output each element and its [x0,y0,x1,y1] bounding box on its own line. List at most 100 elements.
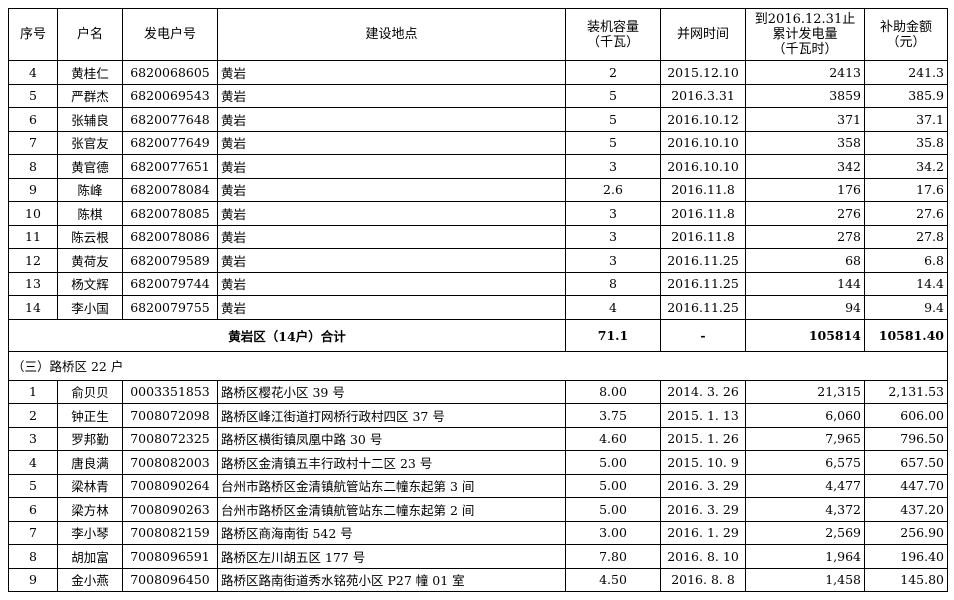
cell-account: 7008090264 [122,473,218,498]
cell-account: 6820069543 [122,83,218,108]
cell-location: 路桥区路南街道秀水铭苑小区 P27 幢 01 室 [217,567,566,592]
cell-capacity: 3 [565,224,661,249]
cell-grid-date: 2016.11.25 [660,271,746,296]
cell-amount: 657.50 [864,450,948,475]
cell-serial: 8 [8,154,58,179]
cell-location: 黄岩 [217,107,566,132]
cell-amount: 9.4 [864,295,948,320]
cell-capacity: 3 [565,201,661,226]
total-capacity: 71.1 [565,318,661,352]
cell-amount: 385.9 [864,83,948,108]
cell-energy: 176 [745,177,865,202]
cell-account: 6820077648 [122,107,218,132]
table-row: 5 严群杰 6820069543 黄岩 5 2016.3.31 3859 385.9 [8,83,948,108]
section-title: （三）路桥区 22 户 [8,350,948,381]
cell-account: 6820079744 [122,271,218,296]
cell-amount: 447.70 [864,473,948,498]
cell-serial: 5 [8,473,58,498]
cell-capacity: 8 [565,271,661,296]
cell-location: 黄岩 [217,248,566,273]
cell-location: 黄岩 [217,201,566,226]
cell-location: 黄岩 [217,83,566,108]
cell-serial: 9 [8,567,58,592]
cell-account: 0003351853 [122,379,218,404]
cell-location: 台州市路桥区金清镇航管站东二幢东起第 2 间 [217,497,566,522]
table-row: 14 李小国 6820079755 黄岩 4 2016.11.25 94 9.4 [8,295,948,320]
table-row: 5 梁林青 7008090264 台州市路桥区金清镇航管站东二幢东起第 3 间 5.00… [8,473,948,498]
cell-amount: 796.50 [864,426,948,451]
cell-serial: 4 [8,450,58,475]
cell-name: 梁方林 [57,497,123,522]
cell-amount: 606.00 [864,403,948,428]
cell-serial: 13 [8,271,58,296]
cell-grid-date: 2015. 1. 26 [660,426,746,451]
cell-serial: 6 [8,107,58,132]
header-serial: 序号 [8,8,58,61]
cell-energy: 1,458 [745,567,865,592]
cell-grid-date: 2014. 3. 26 [660,379,746,404]
cell-energy: 144 [745,271,865,296]
cell-serial: 12 [8,248,58,273]
total-energy: 105814 [745,318,865,352]
section-row: （三）路桥区 22 户 [8,350,948,381]
cell-capacity: 3 [565,248,661,273]
cell-amount: 27.6 [864,201,948,226]
cell-capacity: 4 [565,295,661,320]
cell-grid-date: 2016.3.31 [660,83,746,108]
cell-energy: 4,477 [745,473,865,498]
cell-account: 7008082003 [122,450,218,475]
total-row: 黄岩区（14户）合计 71.1-105814 10581.40 [8,318,948,352]
cell-grid-date: 2016.11.25 [660,248,746,273]
cell-name: 张辅良 [57,107,123,132]
cell-energy: 2,569 [745,520,865,545]
cell-account: 7008072325 [122,426,218,451]
table-row: 4 黄桂仁 6820068605 黄岩 2 2015.12.10 2413 241.3 [8,60,948,85]
table-row: 4 唐良满 7008082003 路桥区金清镇五丰行政村十二区 23 号 5.00 20… [8,450,948,475]
cell-serial: 7 [8,520,58,545]
cell-energy: 358 [745,130,865,155]
cell-name: 陈峰 [57,177,123,202]
table-row: 8 黄官德 6820077651 黄岩 3 2016.10.10 342 34.2 [8,154,948,179]
cell-energy: 3859 [745,83,865,108]
cell-energy: 68 [745,248,865,273]
cell-location: 黄岩 [217,295,566,320]
cell-name: 张官友 [57,130,123,155]
cell-serial: 2 [8,403,58,428]
cell-amount: 256.90 [864,520,948,545]
cell-amount: 196.40 [864,544,948,569]
cell-energy: 4,372 [745,497,865,522]
cell-account: 7008072098 [122,403,218,428]
cell-grid-date: 2016.11.8 [660,177,746,202]
header-row: 序号 户名 发电户号 建设地点 装机容量 （千瓦） 并网时间 到2016.12.31止 累计… [8,8,948,61]
cell-serial: 6 [8,497,58,522]
cell-name: 唐良满 [57,450,123,475]
cell-location: 路桥区左川胡五区 177 号 [217,544,566,569]
cell-serial: 4 [8,60,58,85]
cell-energy: 276 [745,201,865,226]
cell-amount: 34.2 [864,154,948,179]
header-name: 户名 [57,8,123,61]
table-row: 12 黄荷友 6820079589 黄岩 3 2016.11.25 68 6.8 [8,248,948,273]
cell-capacity: 8.00 [565,379,661,404]
cell-name: 罗邦勤 [57,426,123,451]
table-row: 9 陈峰 6820078084 黄岩 2.6 2016.11.8 176 17.6 [8,177,948,202]
cell-name: 胡加富 [57,544,123,569]
cell-grid-date: 2016.11.8 [660,201,746,226]
cell-grid-date: 2016. 3. 29 [660,473,746,498]
table-row: 13 杨文辉 6820079744 黄岩 8 2016.11.25 144 14.4 [8,271,948,296]
cell-capacity: 5 [565,130,661,155]
table-row: 6 梁方林 7008090263 台州市路桥区金清镇航管站东二幢东起第 2 间 5.00… [8,497,948,522]
cell-capacity: 5 [565,83,661,108]
cell-energy: 6,575 [745,450,865,475]
table-row: 2 钟正生 7008072098 路桥区峰江街道打网桥行政村四区 37 号 3.75 2… [8,403,948,428]
cell-name: 李小琴 [57,520,123,545]
cell-location: 路桥区横街镇凤凰中路 30 号 [217,426,566,451]
cell-name: 陈棋 [57,201,123,226]
table-row: 10 陈棋 6820078085 黄岩 3 2016.11.8 276 27.6 [8,201,948,226]
cell-name: 杨文辉 [57,271,123,296]
cell-amount: 437.20 [864,497,948,522]
cell-account: 6820077649 [122,130,218,155]
cell-account: 6820078084 [122,177,218,202]
total-date: - [660,318,746,352]
cell-name: 钟正生 [57,403,123,428]
